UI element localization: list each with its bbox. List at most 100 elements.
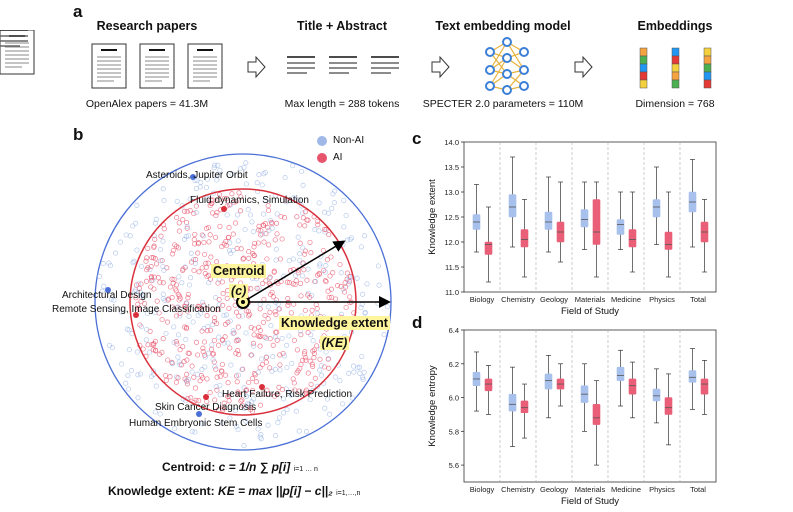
ai-paper-dot [277, 256, 283, 262]
ai-paper-dot [226, 225, 232, 231]
non-ai-paper-dot [291, 195, 297, 201]
pipeline-icons [0, 30, 712, 95]
plot-frame [463, 141, 717, 293]
plot-frame [463, 329, 717, 483]
y-tick-label: 13.0 [444, 188, 459, 197]
non-ai-paper-dot [203, 184, 210, 191]
ke-symbol: (KE) [319, 336, 350, 350]
box-ai [700, 199, 709, 273]
non-ai-paper-dot [249, 399, 255, 405]
non-ai-paper-dot [274, 211, 280, 217]
non-ai-paper-dot [225, 340, 231, 346]
ai-paper-dot [322, 227, 328, 233]
ai-paper-dot [185, 291, 191, 297]
x-tick-label: Medicine [611, 485, 641, 494]
topic-label: Asteroids, Jupiter Orbit [146, 170, 248, 181]
ai-paper-dot [267, 274, 273, 280]
ai-paper-dot [192, 231, 198, 237]
ai-paper-dot [273, 312, 279, 318]
centroid-callout: Centroid (c) [211, 262, 267, 300]
non-ai-paper-dot [134, 202, 140, 208]
non-ai-paper-dot [109, 345, 115, 351]
ai-paper-dot [164, 319, 171, 325]
ai-paper-dot [261, 222, 267, 229]
ai-paper-dot [300, 215, 306, 221]
ai-paper-dot [177, 295, 183, 301]
ai-paper-dot [302, 223, 308, 229]
ai-paper-dot [158, 233, 164, 239]
non-ai-paper-dot [206, 280, 212, 286]
centroid-formula-expr: c = 1/n ∑ p[i] [218, 460, 291, 474]
ai-paper-dot [275, 391, 281, 397]
ai-paper-dot [180, 344, 186, 350]
embedding-cell [639, 55, 648, 65]
non-ai-paper-dot [258, 356, 265, 362]
non-ai-paper-dot [281, 353, 287, 359]
ai-paper-dot [186, 350, 192, 357]
non-ai-paper-dot [160, 186, 166, 192]
ai-paper-dot [281, 215, 288, 221]
ke-formula-expr: KE = max ||p[i] − c||₂ [218, 484, 333, 498]
ai-paper-dot [265, 224, 271, 231]
ai-paper-dot [274, 279, 280, 285]
non-ai-paper-dot [183, 233, 189, 239]
non-ai-paper-dot [152, 310, 158, 316]
ai-paper-dot [321, 267, 327, 273]
ai-paper-dot [201, 239, 207, 246]
ai-paper-dot [163, 377, 169, 383]
non-ai-paper-dot [235, 337, 241, 343]
topic-point [259, 384, 265, 390]
non-ai-paper-dot [175, 354, 181, 360]
embedding-space-diagram [94, 136, 392, 451]
ai-paper-dot [170, 280, 176, 286]
non-ai-paper-dot [135, 372, 141, 378]
ai-paper-dot [143, 278, 150, 284]
non-ai-paper-dot [299, 210, 305, 216]
y-tick-label: 6.0 [449, 394, 459, 403]
ai-paper-dot [196, 269, 202, 275]
topic-label: Heart Failure, Risk Prediction [222, 389, 353, 400]
ai-paper-dot [137, 322, 143, 328]
ai-paper-dot [343, 304, 349, 311]
ai-paper-dot [236, 313, 242, 319]
non-ai-paper-dot [295, 234, 301, 240]
non-ai-paper-dot [343, 212, 349, 219]
ai-paper-dot [211, 351, 217, 357]
ai-paper-dot [314, 343, 320, 349]
non-ai-paper-dot [199, 421, 206, 427]
ai-paper-dot [309, 307, 315, 313]
embedding-cell [639, 47, 648, 57]
non-ai-paper-dot [314, 310, 320, 317]
ai-paper-dot [216, 342, 222, 348]
non-ai-paper-dot [194, 177, 200, 183]
non-ai-paper-dot [214, 177, 220, 183]
ai-paper-dot [206, 239, 212, 245]
ai-paper-dot [174, 243, 180, 249]
ai-paper-dot [217, 374, 223, 380]
y-tick-label: 5.6 [449, 461, 459, 470]
ai-paper-dot [269, 219, 275, 225]
ke-formula-limits: i=1,…,n [336, 490, 361, 497]
non-ai-paper-dot [340, 401, 346, 407]
ai-paper-dot [214, 387, 220, 393]
ai-paper-dot [326, 294, 332, 300]
non-ai-paper-dot [161, 267, 167, 273]
ai-paper-dot [221, 195, 228, 201]
non-ai-paper-dot [139, 294, 145, 300]
ai-paper-dot [262, 334, 268, 340]
non-ai-paper-dot [228, 362, 234, 368]
non-ai-paper-dot [143, 337, 149, 343]
non-ai-paper-dot [174, 198, 180, 204]
ai-paper-dot [195, 352, 201, 358]
ai-paper-dot [205, 306, 211, 312]
ai-paper-dot [189, 363, 195, 369]
ai-paper-dot [320, 247, 326, 254]
ai-paper-dot [184, 371, 190, 377]
y-axis-label: Knowledge extent [427, 179, 438, 255]
ai-paper-dot [265, 203, 271, 209]
ai-paper-dot [247, 311, 253, 317]
ai-paper-dot [330, 270, 336, 276]
non-ai-paper-dot [202, 364, 208, 370]
embedding-cell [703, 79, 712, 89]
box-ai [628, 191, 637, 273]
